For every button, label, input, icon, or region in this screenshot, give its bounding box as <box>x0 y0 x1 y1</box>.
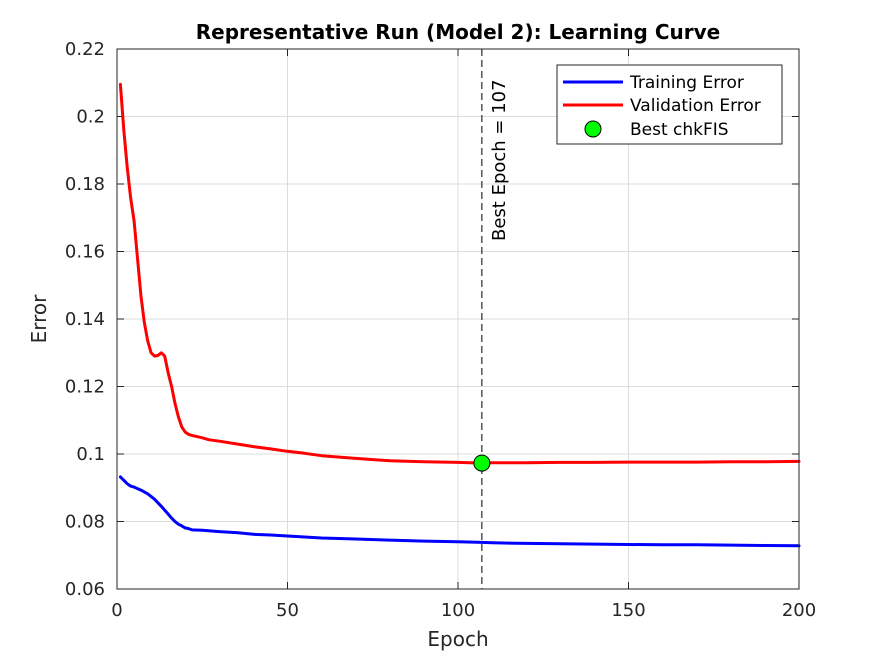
y-tick-label: 0.14 <box>65 309 105 330</box>
legend-label-best: Best chkFIS <box>630 120 729 140</box>
x-tick-label: 50 <box>276 600 299 621</box>
legend-label-training: Training Error <box>629 73 744 93</box>
x-axis-label: Epoch <box>427 627 488 651</box>
legend-swatch-best <box>584 120 602 138</box>
y-tick-label: 0.22 <box>65 39 105 60</box>
y-tick-label: 0.2 <box>76 107 105 128</box>
y-tick-label: 0.18 <box>65 174 105 195</box>
y-tick-label: 0.08 <box>65 512 105 533</box>
best-epoch-annotation: Best Epoch = 107 <box>489 79 510 241</box>
axis-ticks: 0 50 100 150 200 0.06 0.08 0.1 0.12 0.14 0.16 0.18 0… <box>65 39 816 621</box>
x-tick-label: 0 <box>111 600 122 621</box>
y-tick-label: 0.1 <box>76 444 105 465</box>
y-axis-label: Error <box>27 294 51 344</box>
legend-label-validation: Validation Error <box>630 96 761 116</box>
plot-frame <box>116 48 800 590</box>
chart-title: Representative Run (Model 2): Learning C… <box>196 20 720 44</box>
x-tick-label: 100 <box>441 600 475 621</box>
best-epoch-layer: Best Epoch = 107 <box>473 49 510 589</box>
series-layer <box>118 82 801 548</box>
y-tick-label: 0.06 <box>65 579 105 600</box>
x-tick-label: 200 <box>782 600 816 621</box>
y-tick-label: 0.12 <box>65 377 105 398</box>
x-tick-label: 150 <box>611 600 645 621</box>
training-error-line <box>118 475 801 548</box>
legend: Training Error Validation Error Best chk… <box>556 64 783 145</box>
validation-error-line <box>118 82 801 465</box>
best-checkpoint-marker <box>473 454 491 472</box>
y-tick-label: 0.16 <box>65 242 105 263</box>
